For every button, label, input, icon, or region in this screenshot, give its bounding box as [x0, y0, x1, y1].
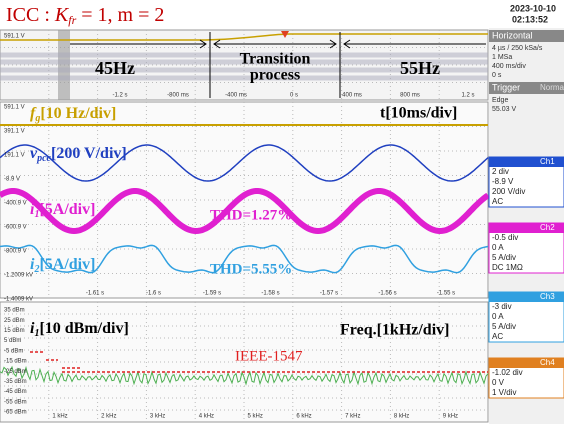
x-tick-label: 0 s — [290, 93, 298, 99]
trigger-title: Trigger — [492, 82, 520, 92]
x-tick-label: 4 kHz — [199, 414, 214, 420]
channel-line: -0.5 div — [492, 233, 518, 242]
y-tick-label: 15 dBm — [4, 328, 25, 334]
vpcc-label-unit: [200 V/div] — [51, 145, 127, 162]
x-tick-label: 1 kHz — [52, 414, 67, 420]
y-tick-label: -1.4009 kV — [4, 297, 33, 303]
thd-label: THD=5.55% — [210, 261, 292, 277]
y-tick-label: 191.1 V — [4, 153, 25, 159]
freq-label: Freq.[1kHz/div] — [340, 322, 449, 339]
y-tick-label: 591.1 V — [4, 34, 25, 40]
channel-line: 0 A — [492, 312, 504, 321]
y-tick-label: -55 dBm — [4, 399, 27, 405]
i1-label: i1[5A/div] — [30, 201, 95, 221]
y-tick-label: -800.9 V — [4, 249, 27, 255]
y-tick-label: 35 dBm — [4, 308, 25, 314]
y-tick-label: -1.2009 kV — [4, 273, 33, 279]
channel-line: 200 V/div — [492, 187, 525, 196]
x-tick-label: 800 ms — [400, 93, 420, 99]
trigger-line: Edge — [492, 97, 508, 104]
period-label: 55Hz — [400, 58, 440, 78]
period-label: 45Hz — [95, 58, 135, 78]
title-rest: = 1, m = 2 — [76, 4, 164, 26]
y-tick-label: -65 dBm — [4, 410, 27, 416]
trigger-mode: Norma — [540, 83, 564, 92]
x-tick-label: 3 kHz — [150, 414, 165, 420]
channel-line: 0 A — [492, 243, 504, 252]
vpcc-label-sub: pcc — [36, 153, 51, 164]
fg-label: fg[10 Hz/div] — [30, 105, 116, 125]
channel-name: Ch2 — [540, 223, 555, 232]
x-tick-label: 2 kHz — [101, 414, 116, 420]
period-label: process — [250, 67, 300, 84]
time: 02:13:52 — [512, 14, 548, 24]
channel-line: DC 1MΩ — [492, 263, 523, 272]
channel-name: Ch1 — [540, 157, 555, 166]
channel-line: 5 A/div — [492, 322, 516, 331]
spectrum-label-unit: [10 dBm/div] — [39, 320, 128, 337]
trigger-line: 55.03 V — [492, 106, 516, 113]
x-tick-label: 7 kHz — [345, 414, 360, 420]
i2-label: i2[5A/div] — [30, 256, 95, 276]
x-tick-label: -800 ms — [167, 93, 189, 99]
date: 2023-10-10 — [510, 3, 556, 13]
x-tick-label: 9 kHz — [443, 414, 458, 420]
y-tick-label: -35 dBm — [4, 379, 27, 385]
x-tick-label: 6 kHz — [296, 414, 311, 420]
x-tick-label: 5 kHz — [248, 414, 263, 420]
horizontal-line: 1 MSa — [492, 54, 512, 61]
channel-line: 2 div — [492, 167, 509, 176]
channel-line: -8.9 V — [492, 177, 514, 186]
channel-line: 0 V — [492, 378, 505, 387]
channel-name: Ch4 — [540, 358, 555, 367]
channel-line: 5 A/div — [492, 253, 516, 262]
x-tick-label: 400 ms — [342, 93, 362, 99]
spectrum-label: i1[10 dBm/div] — [30, 320, 129, 340]
y-tick-label: -5 dBm — [4, 348, 23, 354]
y-tick-label: -8.9 V — [4, 177, 20, 183]
fg-label-unit: [10 Hz/div] — [40, 105, 116, 122]
channel-line: AC — [492, 197, 503, 206]
y-tick-label: 25 dBm — [4, 318, 25, 324]
x-tick-label: -1.61 s — [86, 291, 104, 297]
y-tick-label: -15 dBm — [4, 359, 27, 365]
x-tick-label: -1.6 s — [146, 291, 161, 297]
channel-name: Ch3 — [540, 292, 555, 301]
x-tick-label: -1.55 s — [437, 291, 455, 297]
y-tick-label: -45 dBm — [4, 389, 27, 395]
y-tick-label: 591.1 V — [4, 105, 25, 111]
channel-line: -1.02 div — [492, 368, 523, 377]
x-tick-label: 1.2 s — [461, 93, 474, 99]
channel-line: AC — [492, 332, 503, 341]
horizontal-line: 0 s — [492, 72, 502, 79]
x-tick-label: -1.58 s — [261, 291, 279, 297]
horizontal-line: 400 ms/div — [492, 63, 526, 70]
timebase-label: t[10ms/div] — [380, 105, 457, 122]
period-label: Transition — [240, 51, 311, 68]
x-tick-label: -1.56 s — [378, 291, 396, 297]
i2-label-unit: [5A/div] — [39, 256, 95, 273]
y-tick-label: -600.9 V — [4, 225, 27, 231]
scope-screenshot: ICC : Kfr = 1, m = 2 2023-10-10 02:13:52… — [0, 0, 564, 424]
channel-line: -3 div — [492, 302, 512, 311]
x-tick-label: -400 ms — [225, 93, 247, 99]
x-tick-label: -1.2 s — [112, 93, 127, 99]
channel-line: 1 V/div — [492, 388, 516, 397]
thd-label: THD=1.27% — [210, 207, 292, 223]
y-tick-label: -25 dBm — [4, 369, 27, 375]
x-tick-label: 8 kHz — [394, 414, 409, 420]
figure-title: ICC : Kfr = 1, m = 2 — [6, 4, 164, 27]
y-tick-label: 5 dBm — [4, 338, 21, 344]
i1-label-unit: [5A/div] — [39, 201, 95, 218]
x-tick-label: -1.59 s — [203, 291, 221, 297]
limit-label: IEEE-1547 — [235, 348, 303, 364]
y-tick-label: -400.9 V — [4, 201, 27, 207]
title-prefix: ICC : — [6, 4, 55, 26]
horizontal-line: 4 µs / 250 kSa/s — [492, 45, 543, 52]
x-tick-label: -1.57 s — [320, 291, 338, 297]
y-tick-label: 391.1 V — [4, 129, 25, 135]
horizontal-title: Horizontal — [492, 30, 533, 40]
